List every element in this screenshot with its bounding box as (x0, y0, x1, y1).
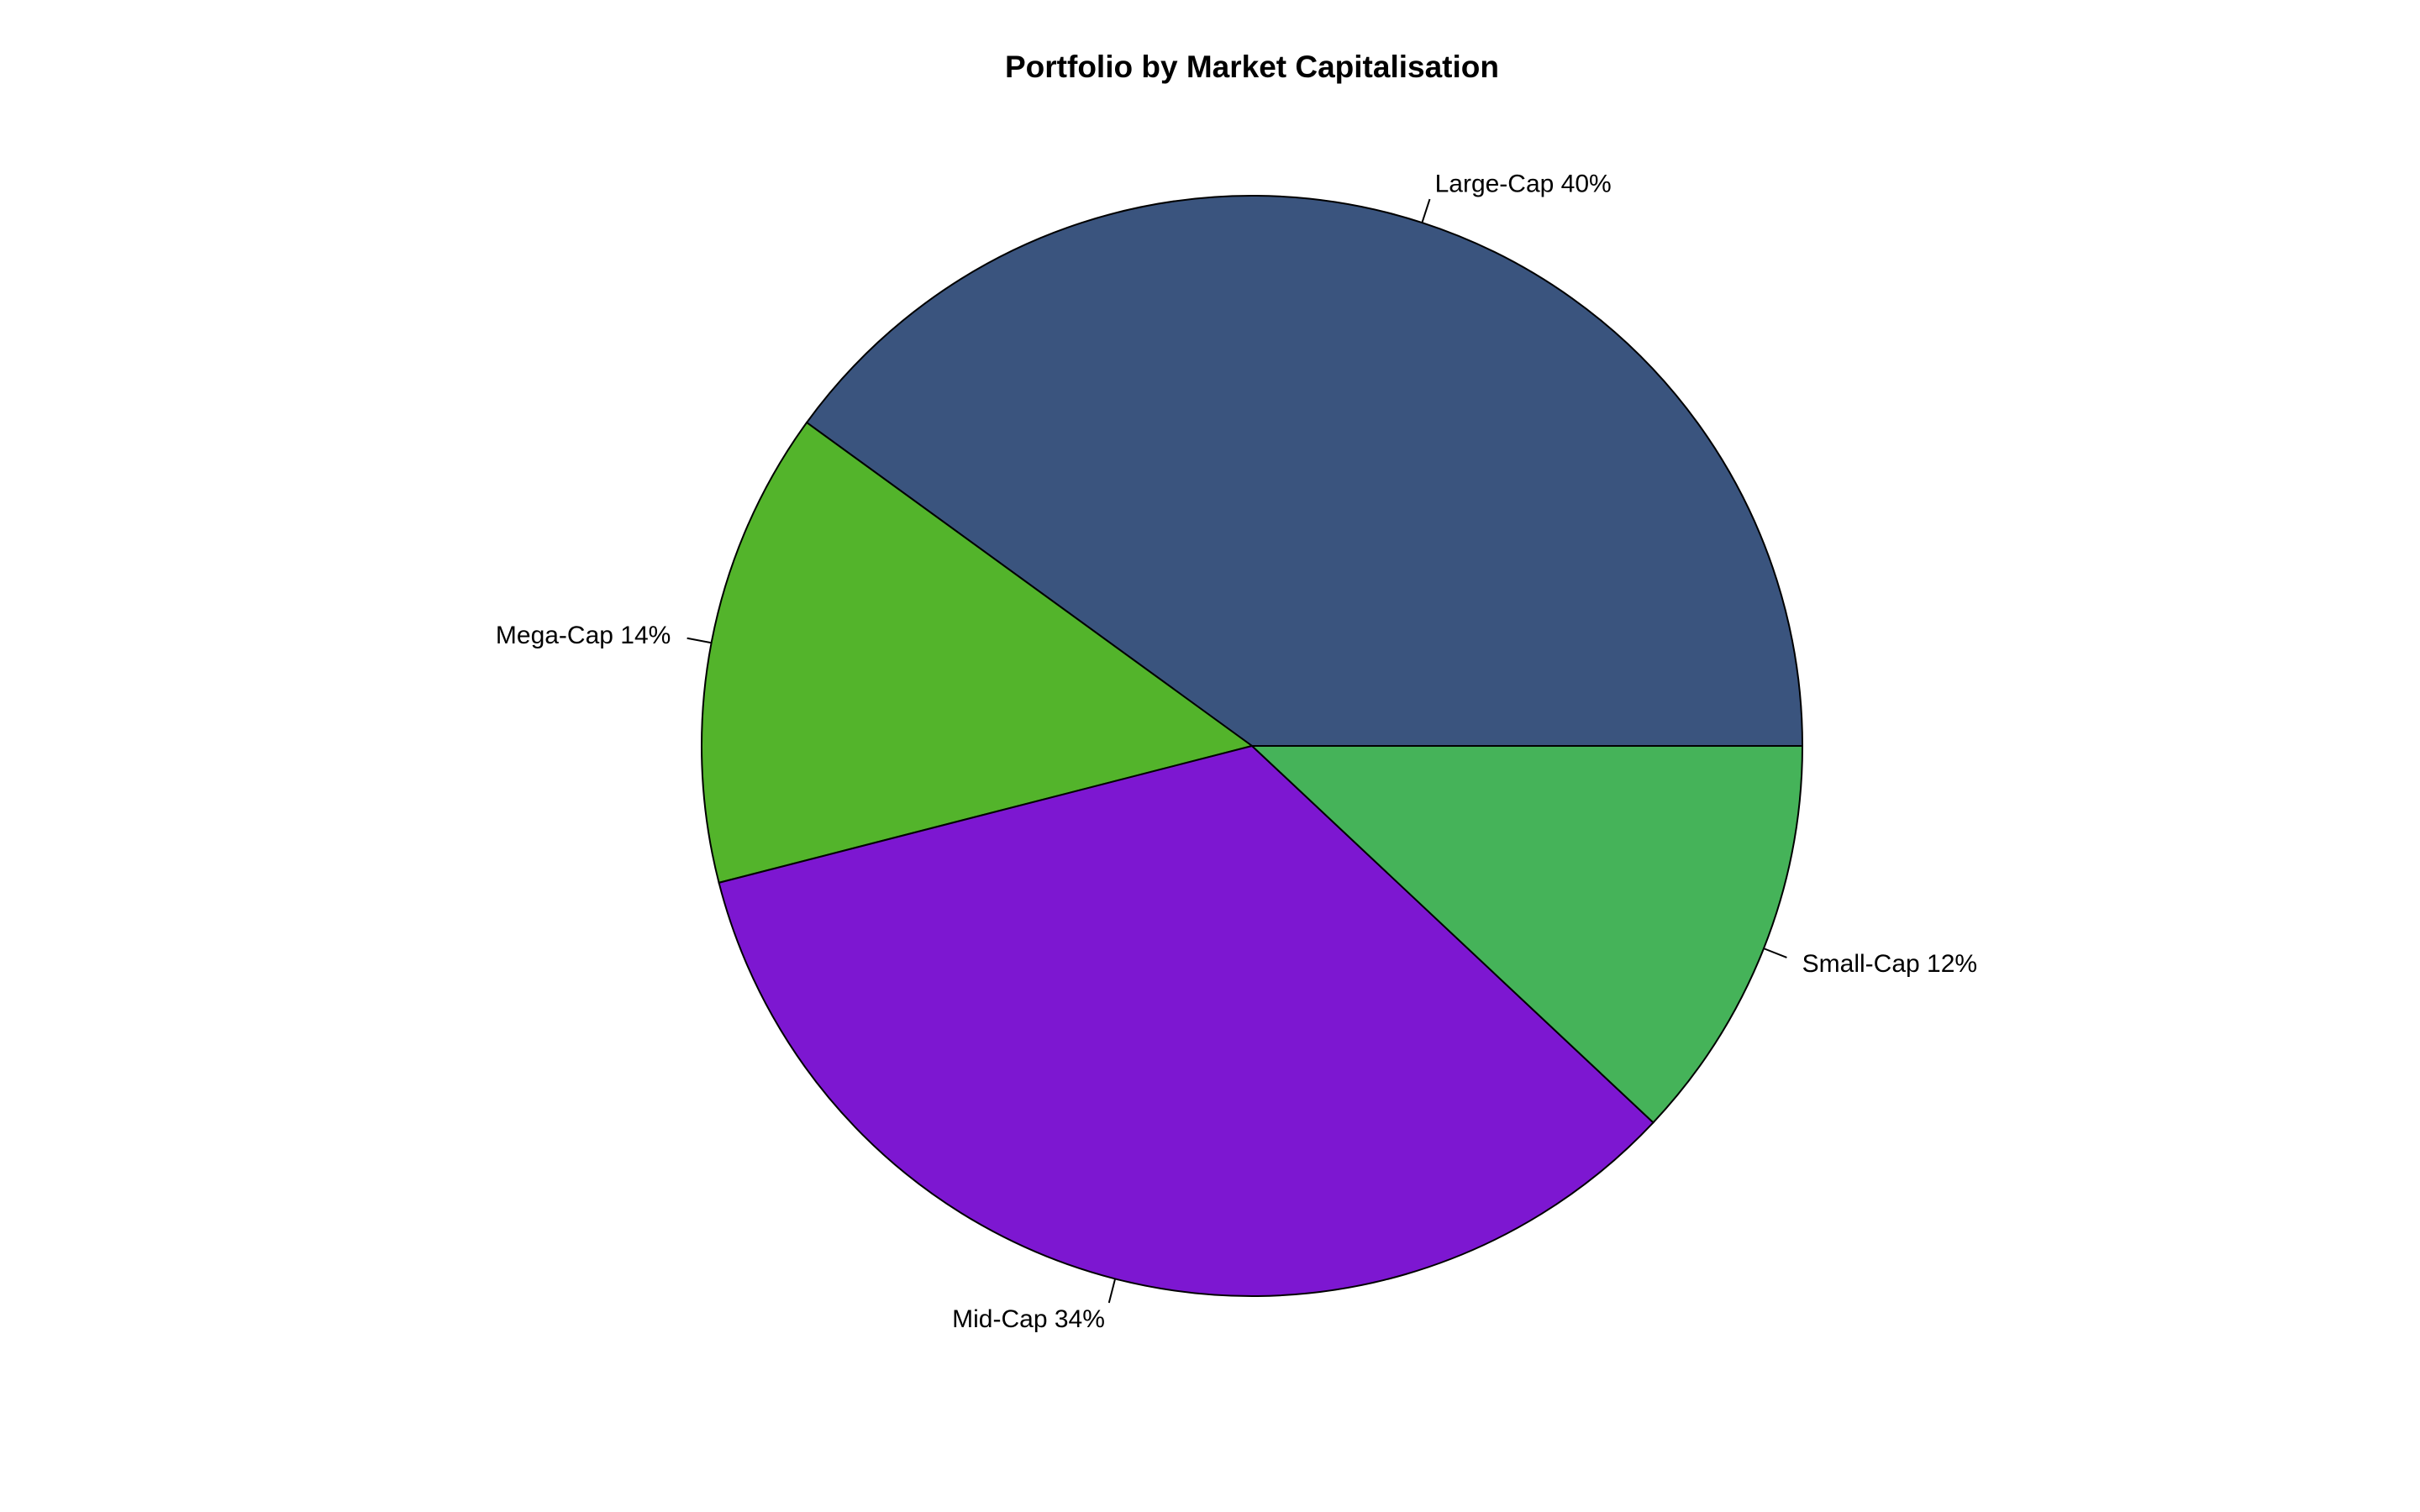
pie-slice-mid-cap (718, 744, 1655, 1297)
leader-line-mega-cap (687, 637, 712, 644)
pie-labels: Large-Cap 40% Mega-Cap 14% Mid-Cap 34% Smal… (496, 170, 1977, 1333)
slice-label-large-cap: Large-Cap 40% (1435, 170, 1612, 197)
pie-slice-large-cap (805, 195, 1804, 747)
leader-line-mid-cap (1107, 1278, 1117, 1304)
leader-line-large-cap (1421, 198, 1431, 223)
pie-slices (701, 195, 1804, 1297)
chart-title: Portfolio by Market Capitalisation (1005, 50, 1499, 84)
pie-slice-mega-cap (701, 421, 1255, 885)
slice-label-small-cap: Small-Cap 12% (1802, 950, 1977, 978)
slice-label-mid-cap: Mid-Cap 34% (952, 1305, 1105, 1333)
leader-line-small-cap (1763, 948, 1787, 958)
pie-slice-small-cap (1249, 745, 1804, 1124)
slice-label-mega-cap: Mega-Cap 14% (496, 622, 671, 649)
